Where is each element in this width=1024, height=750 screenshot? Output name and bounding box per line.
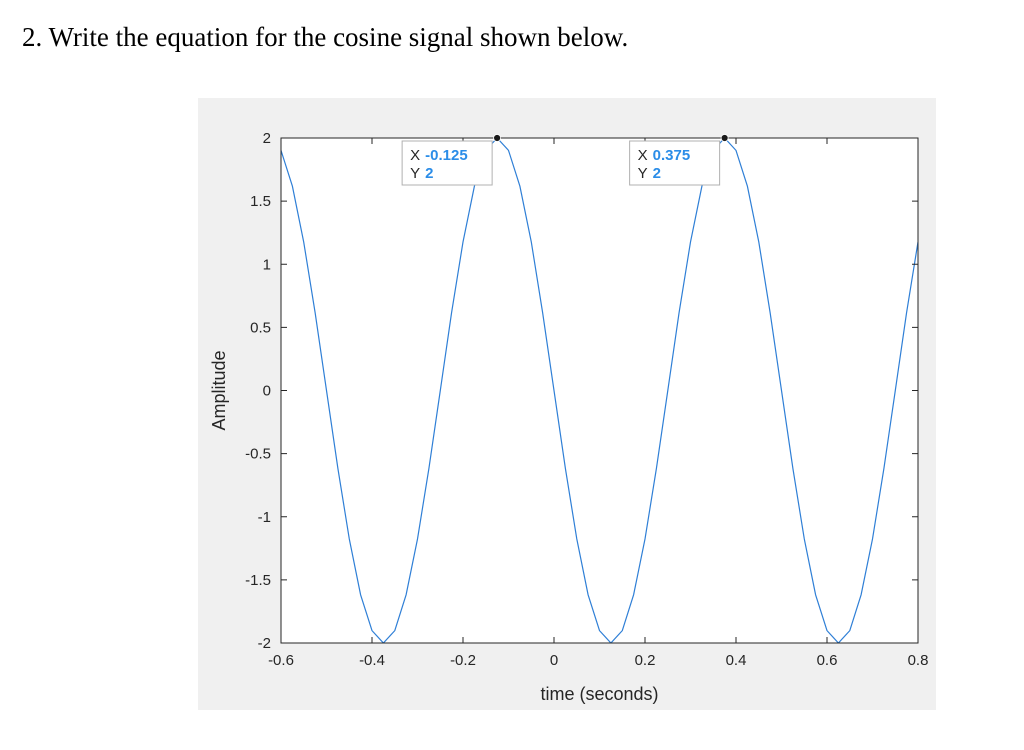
y-tick-label: 0.5 (250, 319, 271, 336)
datatip-x-label: X (638, 147, 648, 164)
x-tick-label: -0.4 (359, 652, 385, 669)
y-tick-label: 0 (263, 383, 271, 400)
datatip-x-value: 0.375 (653, 147, 691, 164)
datatip-x-label: X (410, 147, 420, 164)
x-tick-label: -0.2 (450, 652, 476, 669)
y-tick-label: -2 (258, 635, 271, 652)
x-tick-label: 0.8 (908, 652, 929, 669)
y-tick-label: -0.5 (245, 446, 271, 463)
y-tick-label: 1.5 (250, 193, 271, 210)
figure-panel: -0.6 -0.4 -0.2 0 0.2 0.4 0.6 0.8 2 1.5 1 0.5 0 -0.5 -1… (198, 98, 936, 710)
x-tick-label: 0 (550, 652, 558, 669)
question-text: 2. Write the equation for the cosine sig… (22, 22, 628, 53)
datatip-marker[interactable] (493, 134, 502, 142)
y-tick-label: -1 (258, 509, 271, 526)
x-tick-label: 0.6 (817, 652, 838, 669)
question-number: 2. (22, 22, 43, 52)
datatip-y-value: 2 (653, 165, 661, 182)
plot-area (281, 138, 918, 643)
datatip-box[interactable] (629, 140, 721, 186)
x-tick-label: 0.2 (635, 652, 656, 669)
y-tick-label: -1.5 (245, 572, 271, 589)
question-prompt: Write the equation for the cosine signal… (48, 22, 629, 52)
datatip-x-value: -0.125 (425, 147, 468, 164)
series-line-0 (281, 138, 918, 643)
cosine-chart: -0.6 -0.4 -0.2 0 0.2 0.4 0.6 0.8 2 1.5 1 0.5 0 -0.5 -1… (209, 130, 929, 704)
datatip-box[interactable] (401, 140, 493, 186)
datatip-y-value: 2 (425, 165, 433, 182)
y-tick-label: 2 (263, 130, 271, 147)
y-tick-label: 1 (263, 256, 271, 273)
datatip-y-label: Y (410, 165, 420, 182)
x-tick-label: 0.4 (726, 652, 747, 669)
datatip-marker[interactable] (720, 134, 729, 142)
y-axis-title: Amplitude (209, 350, 229, 430)
x-axis-title: time (seconds) (540, 684, 658, 704)
x-tick-label: -0.6 (268, 652, 294, 669)
datatip-y-label: Y (638, 165, 648, 182)
